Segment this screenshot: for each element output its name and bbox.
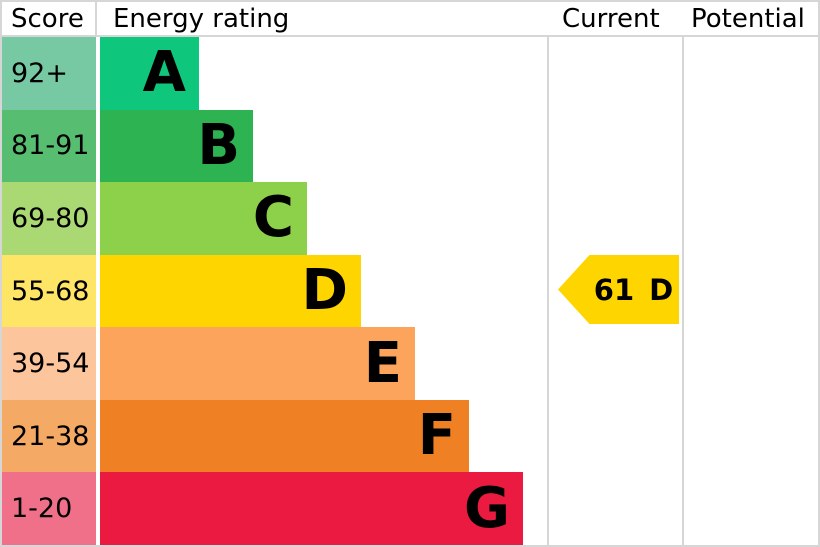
band-row-f: 21-38 F bbox=[2, 399, 545, 473]
band-bar-g: G bbox=[100, 472, 523, 545]
score-gap bbox=[96, 37, 100, 110]
score-range-b: 81-91 bbox=[2, 109, 96, 183]
score-range-c: 69-80 bbox=[2, 182, 96, 255]
band-row-d: 55-68 D bbox=[2, 254, 545, 328]
score-range-d: 55-68 bbox=[2, 254, 96, 328]
band-row-a: 92+ A bbox=[2, 37, 545, 110]
score-gap bbox=[96, 182, 100, 255]
band-letter-d: D bbox=[301, 258, 348, 324]
band-letter-f: F bbox=[417, 403, 456, 469]
band-letter-g: G bbox=[464, 475, 510, 541]
band-bar-a: A bbox=[100, 37, 199, 110]
band-rows: 92+ A 81-91 B 69-80 C 55-68 D bbox=[2, 37, 545, 545]
band-row-e: 39-54 E bbox=[2, 327, 545, 400]
band-letter-e: E bbox=[363, 330, 402, 396]
score-gap bbox=[96, 399, 100, 473]
score-gap bbox=[96, 254, 100, 328]
band-letter-b: B bbox=[197, 112, 240, 178]
band-bar-e: E bbox=[100, 327, 415, 400]
current-band-letter: D bbox=[649, 272, 674, 307]
band-bar-b: B bbox=[100, 109, 253, 183]
header-energy-rating-label: Energy rating bbox=[113, 3, 290, 34]
chart-header: Score Energy rating Current Potential bbox=[2, 2, 818, 37]
band-letter-a: A bbox=[142, 40, 186, 106]
band-bar-f: F bbox=[100, 399, 469, 473]
header-potential-label: Potential bbox=[691, 3, 805, 34]
header-score-label: Score bbox=[11, 3, 84, 34]
band-row-g: 1-20 G bbox=[2, 472, 545, 545]
score-range-a: 92+ bbox=[2, 37, 96, 110]
score-rating-divider bbox=[95, 2, 97, 37]
score-range-e: 39-54 bbox=[2, 327, 96, 400]
header-current-label: Current bbox=[562, 3, 660, 34]
score-range-f: 21-38 bbox=[2, 399, 96, 473]
potential-column bbox=[682, 2, 818, 545]
band-letter-c: C bbox=[252, 185, 294, 251]
band-bar-d: D bbox=[100, 254, 361, 328]
score-gap bbox=[96, 327, 100, 400]
current-column bbox=[547, 2, 684, 545]
band-row-b: 81-91 B bbox=[2, 109, 545, 183]
band-row-c: 69-80 C bbox=[2, 182, 545, 255]
score-gap bbox=[96, 109, 100, 183]
band-bar-c: C bbox=[100, 182, 307, 255]
score-range-g: 1-20 bbox=[2, 472, 96, 545]
current-score-value: 61 bbox=[593, 272, 635, 307]
score-gap bbox=[96, 472, 100, 545]
